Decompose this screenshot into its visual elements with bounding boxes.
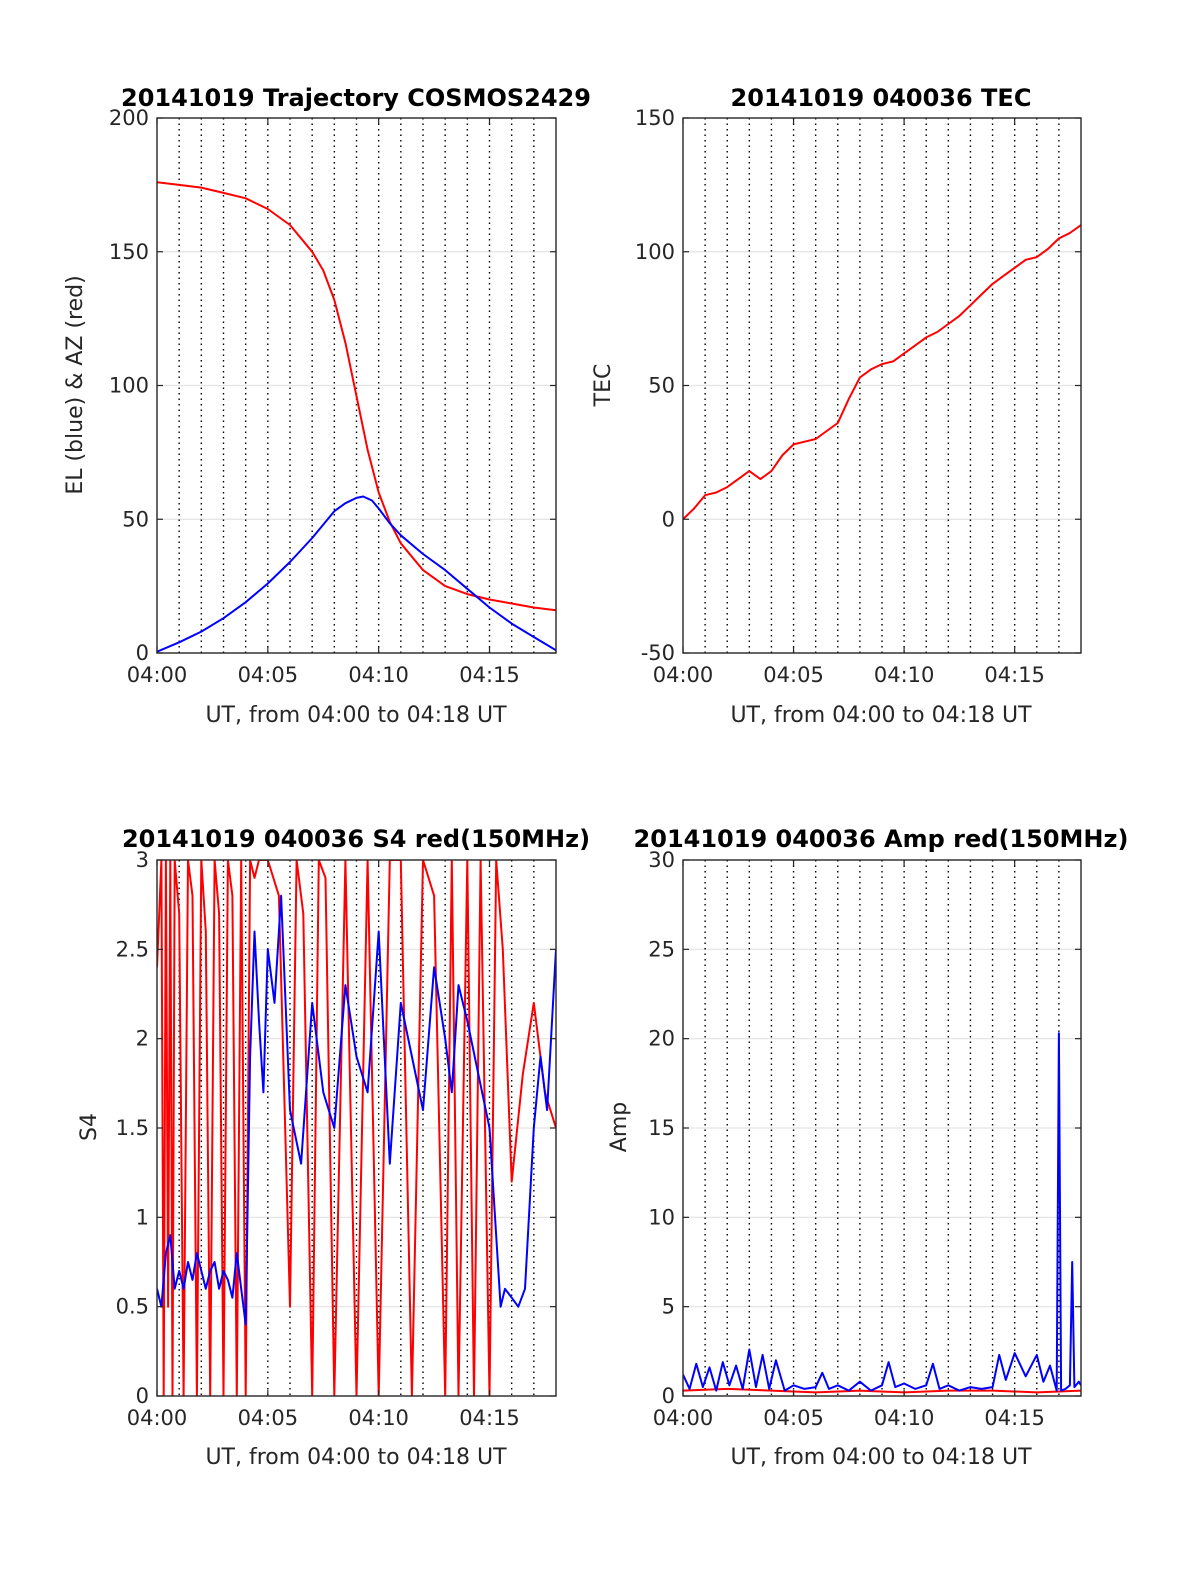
- tec-y-axis-label: TEC: [591, 364, 616, 408]
- s4-y-axis-label: S4: [77, 1113, 102, 1141]
- s4-x-tick-label: 04:00: [127, 1406, 188, 1430]
- trajectory-x-tick-label: 04:15: [459, 663, 520, 687]
- trajectory-x-tick-label: 04:10: [348, 663, 409, 687]
- s4-x-tick-label: 04:05: [238, 1406, 299, 1430]
- s4-y-tick-label: 2: [136, 1027, 149, 1051]
- s4-series-red-line: [157, 860, 556, 1396]
- trajectory-y-tick-label: 200: [109, 106, 149, 130]
- tec-x-tick-label: 04:15: [984, 663, 1045, 687]
- amp-y-axis-label: Amp: [607, 1102, 632, 1152]
- trajectory-y-tick-label: 150: [109, 240, 149, 264]
- amp-y-tick-label: 30: [648, 848, 675, 872]
- amp-y-tick-label: 10: [648, 1205, 675, 1229]
- s4-y-tick-label: 1.5: [116, 1116, 149, 1140]
- tec-y-tick-label: 100: [635, 240, 675, 264]
- tec-x-tick-label: 04:00: [653, 663, 714, 687]
- s4-x-axis-label: UT, from 04:00 to 04:18 UT: [205, 1445, 507, 1470]
- tec-y-tick-label: 150: [635, 106, 675, 130]
- trajectory-y-tick-label: 0: [136, 641, 149, 665]
- tec-y-tick-label: -50: [641, 641, 675, 665]
- trajectory-panel: 20141019 Trajectory COSMOS2429 UT, from …: [63, 84, 591, 728]
- s4-x-tick-label: 04:15: [459, 1406, 520, 1430]
- amp-panel: 20141019 040036 Amp red(150MHz) UT, from…: [607, 825, 1128, 1470]
- s4-y-tick-label: 0: [136, 1384, 149, 1408]
- trajectory-x-tick-label: 04:05: [238, 663, 299, 687]
- amp-x-axis-label: UT, from 04:00 to 04:18 UT: [730, 1445, 1032, 1470]
- s4-x-tick-label: 04:10: [348, 1406, 409, 1430]
- s4-y-tick-label: 1: [136, 1205, 149, 1229]
- s4-series-blue-line: [157, 894, 556, 1326]
- amp-title: 20141019 040036 Amp red(150MHz): [634, 825, 1129, 853]
- s4-title: 20141019 040036 S4 red(150MHz): [122, 825, 590, 853]
- amp-series-blue-line: [683, 1032, 1081, 1392]
- trajectory-y-axis-label: EL (blue) & AZ (red): [63, 275, 88, 494]
- amp-y-tick-label: 15: [648, 1116, 675, 1140]
- tec-title: 20141019 040036 TEC: [731, 84, 1032, 112]
- amp-x-tick-label: 04:15: [984, 1406, 1045, 1430]
- tec-panel: 20141019 040036 TEC UT, from 04:00 to 04…: [591, 84, 1082, 728]
- trajectory-y-tick-label: 50: [122, 507, 149, 531]
- s4-y-tick-label: 2.5: [116, 937, 149, 961]
- s4-panel: 20141019 040036 S4 red(150MHz) UT, from …: [77, 825, 590, 1470]
- tec-x-tick-label: 04:05: [763, 663, 824, 687]
- trajectory-series-blue-line: [157, 495, 556, 653]
- s4-y-tick-label: 0.5: [116, 1295, 149, 1319]
- tec-y-tick-label: 50: [648, 374, 675, 398]
- amp-y-tick-label: 20: [648, 1027, 675, 1051]
- amp-y-tick-label: 5: [662, 1295, 675, 1319]
- tec-x-tick-label: 04:10: [874, 663, 935, 687]
- tec-y-tick-label: 0: [662, 507, 675, 531]
- amp-x-tick-label: 04:05: [763, 1406, 824, 1430]
- trajectory-x-tick-label: 04:00: [127, 663, 188, 687]
- amp-x-tick-label: 04:10: [874, 1406, 935, 1430]
- s4-y-tick-label: 3: [136, 848, 149, 872]
- tec-series-red-line: [683, 224, 1081, 521]
- amp-x-tick-label: 04:00: [653, 1406, 714, 1430]
- amp-y-tick-label: 0: [662, 1384, 675, 1408]
- tec-x-axis-label: UT, from 04:00 to 04:18 UT: [730, 703, 1032, 728]
- trajectory-y-tick-label: 100: [109, 374, 149, 398]
- amp-y-tick-label: 25: [648, 937, 675, 961]
- trajectory-title: 20141019 Trajectory COSMOS2429: [121, 84, 591, 112]
- trajectory-x-axis-label: UT, from 04:00 to 04:18 UT: [205, 703, 507, 728]
